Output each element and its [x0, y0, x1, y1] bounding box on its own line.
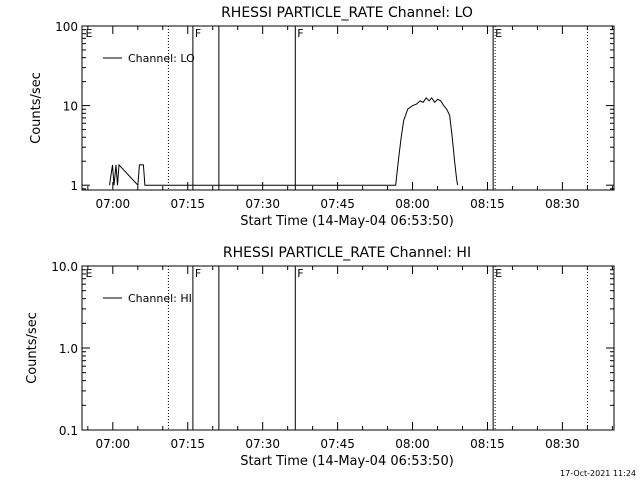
x-tick-label-lo: 07:30: [245, 197, 280, 211]
x-tick-label-hi: 07:45: [320, 437, 355, 451]
panel-hi: RHESSI PARTICLE_RATE Channel: HI Start T…: [25, 245, 615, 469]
x-tick-label-lo: 08:00: [395, 197, 430, 211]
x-tick-label-lo: 08:15: [470, 197, 505, 211]
axes-lo: 07:00 07:15 07:30 07:45 08:00 08:15 08:30 1 10 10…: [55, 20, 615, 211]
plot-frame-lo: [81, 25, 615, 191]
event-label-hi: E: [495, 267, 502, 280]
x-axis-label-hi: Start Time (14-May-04 06:53:50): [240, 454, 454, 469]
event-label-lo: F: [195, 27, 201, 40]
footer-timestamp: 17-Oct-2021 11:24: [560, 469, 636, 478]
x-tick-label-hi: 08:00: [395, 437, 430, 451]
legend-label-hi: Channel: HI: [128, 292, 192, 305]
x-tick-label-lo: 07:00: [96, 197, 131, 211]
axes-hi: 07:00 07:15 07:30 07:45 08:00 08:15 08:30 0.1 1.…: [51, 260, 615, 451]
panel-lo: RHESSI PARTICLE_RATE Channel: LO Start T…: [29, 5, 615, 229]
x-tick-label-lo: 07:45: [320, 197, 355, 211]
x-tick-label-lo: 07:15: [170, 197, 205, 211]
event-label-lo: F: [297, 27, 303, 40]
x-tick-label-hi: 07:15: [170, 437, 205, 451]
x-tick-label-lo: 08:30: [545, 197, 580, 211]
event-label-lo: E: [85, 27, 92, 40]
plot-frame-hi: [81, 265, 615, 431]
chart-title-lo: RHESSI PARTICLE_RATE Channel: LO: [221, 5, 473, 21]
event-label-lo: E: [495, 27, 502, 40]
x-axis-label-lo: Start Time (14-May-04 06:53:50): [240, 214, 454, 229]
x-tick-label-hi: 08:15: [470, 437, 505, 451]
event-label-hi: E: [85, 267, 92, 280]
x-tick-label-hi: 07:00: [96, 437, 131, 451]
legend-label-lo: Channel: LO: [128, 52, 195, 65]
y-axis-label-hi: Counts/sec: [25, 312, 40, 384]
y-tick-label-hi: 10.0: [51, 260, 78, 274]
chart-title-hi: RHESSI PARTICLE_RATE Channel: HI: [223, 245, 471, 261]
y-tick-label-hi: 0.1: [59, 424, 78, 438]
event-label-hi: F: [195, 267, 201, 280]
x-tick-label-hi: 07:30: [245, 437, 280, 451]
y-tick-label-lo: 1: [70, 179, 78, 193]
y-tick-label-lo: 10: [63, 100, 78, 114]
x-tick-label-hi: 08:30: [545, 437, 580, 451]
legend-lo: Channel: LO: [103, 52, 195, 65]
event-label-hi: F: [297, 267, 303, 280]
legend-hi: Channel: HI: [103, 292, 192, 305]
y-tick-label-lo: 100: [55, 20, 78, 34]
series-line-lo: [109, 97, 459, 187]
y-tick-label-hi: 1.0: [59, 342, 78, 356]
y-axis-label-lo: Counts/sec: [29, 72, 44, 144]
series-lo: [109, 97, 459, 187]
